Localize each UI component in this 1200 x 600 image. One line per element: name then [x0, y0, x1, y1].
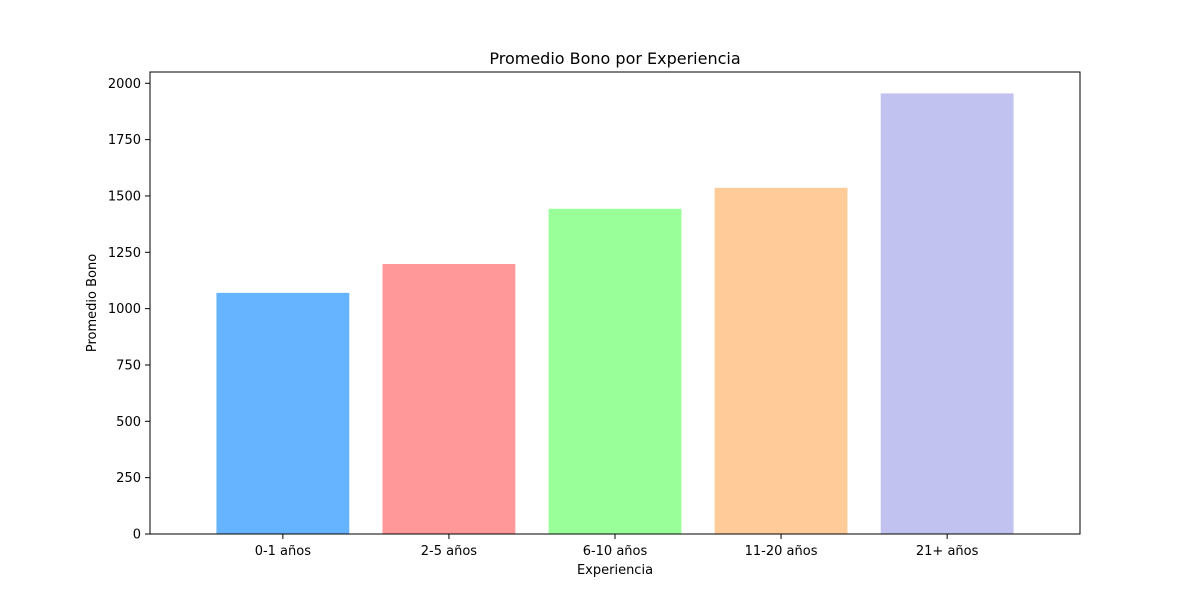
- x-tick-label-1: 2-5 años: [421, 544, 478, 559]
- bar-4: [880, 93, 1014, 534]
- bar-3: [714, 187, 848, 534]
- y-axis-label: Promedio Bono: [85, 254, 100, 352]
- y-tick-label-0: 0: [133, 528, 141, 543]
- y-tick-label-5: 1250: [108, 246, 141, 261]
- y-axis: 0 250 500 750 1000 1250 1500 1750 2000: [108, 77, 150, 543]
- y-tick-label-1: 250: [116, 471, 141, 486]
- plot-frame: [149, 71, 1081, 535]
- bar-2: [548, 208, 682, 535]
- y-tick-label-7: 1750: [108, 133, 141, 148]
- x-axis-label: Experiencia: [577, 563, 653, 578]
- x-tick-label-3: 11-20 años: [745, 544, 818, 559]
- y-tick-label-6: 1500: [108, 189, 141, 204]
- x-tick-label-0: 0-1 años: [255, 544, 312, 559]
- chart-title: Promedio Bono por Experiencia: [489, 49, 740, 68]
- y-tick-label-2: 500: [116, 415, 141, 430]
- x-tick-label-4: 21+ años: [916, 544, 979, 559]
- y-tick-label-3: 750: [116, 358, 141, 373]
- bars-group: [216, 93, 1014, 535]
- x-tick-label-2: 6-10 años: [583, 544, 648, 559]
- bar-0: [216, 292, 350, 534]
- x-axis: 0-1 años 2-5 años 6-10 años 11-20 años 21+ a…: [255, 534, 979, 559]
- bar-1: [382, 264, 516, 534]
- y-tick-label-8: 2000: [108, 77, 141, 92]
- y-tick-label-4: 1000: [108, 302, 141, 317]
